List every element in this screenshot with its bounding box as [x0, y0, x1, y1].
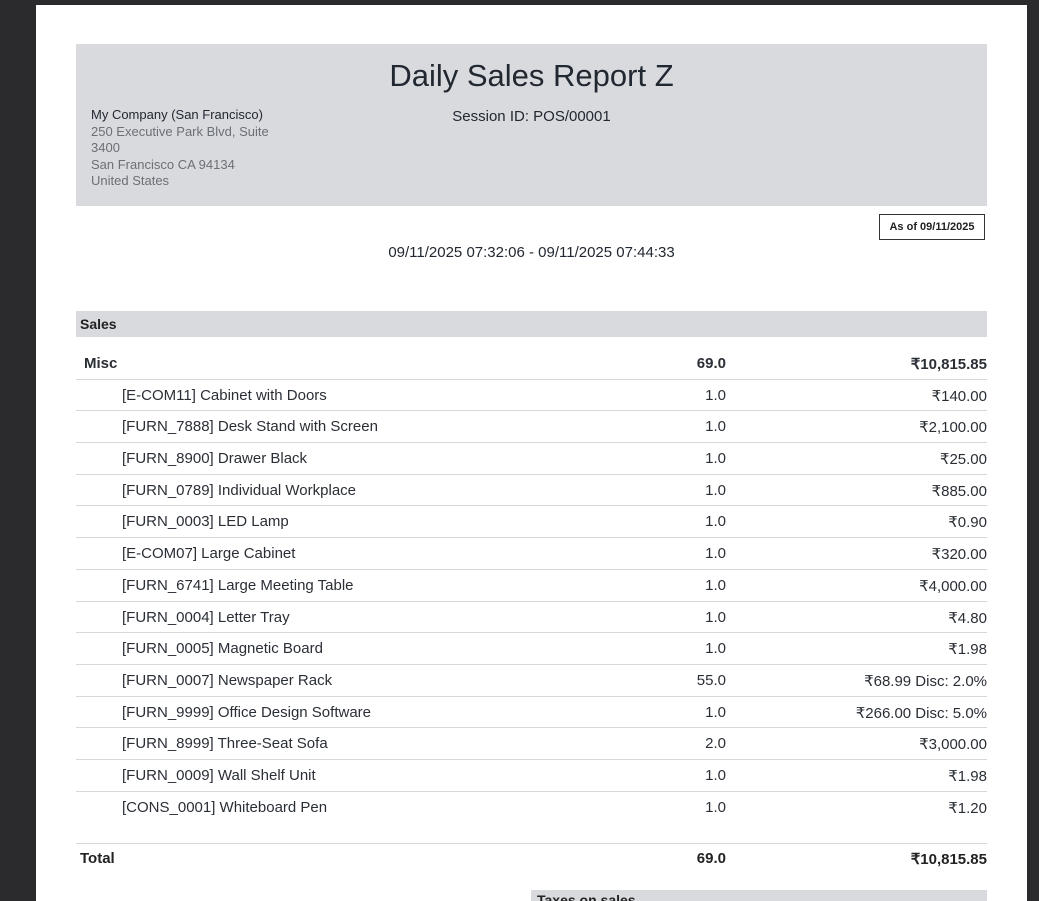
product-amount: ₹1.20 — [948, 799, 987, 817]
product-label: [FURN_0004] Letter Tray — [122, 608, 290, 626]
total-qty: 69.0 — [696, 850, 726, 867]
sales-table: Misc 69.0 ₹10,815.85 [E-COM11] Cabinet w… — [76, 348, 987, 823]
category-label: Misc — [84, 355, 118, 372]
product-qty: 1.0 — [705, 513, 726, 531]
product-amount: ₹25.00 — [939, 451, 987, 469]
product-amount: ₹4.80 — [948, 609, 987, 627]
sales-section-header: Sales — [76, 311, 987, 337]
product-label: [FURN_0003] LED Lamp — [122, 513, 289, 531]
total-row: Total 69.0 ₹10,815.85 — [76, 843, 987, 874]
product-qty: 1.0 — [705, 545, 726, 563]
product-label: [FURN_0005] Magnetic Board — [122, 640, 323, 658]
product-label: [E-COM07] Large Cabinet — [122, 545, 296, 563]
product-label: [FURN_0009] Wall Shelf Unit — [122, 766, 316, 784]
company-address-line: San Francisco CA 94134 — [91, 156, 235, 172]
table-row: [E-COM11] Cabinet with Doors 1.0 ₹140.00 — [76, 380, 987, 412]
product-amount: ₹1.98 — [948, 767, 987, 785]
product-amount: ₹2,100.00 — [919, 419, 987, 437]
category-amount: ₹10,815.85 — [910, 356, 987, 373]
table-row: [CONS_0001] Whiteboard Pen 1.0 ₹1.20 — [76, 792, 987, 824]
product-label: [FURN_7888] Desk Stand with Screen — [122, 418, 378, 436]
table-row: [FURN_6741] Large Meeting Table 1.0 ₹4,000… — [76, 570, 987, 602]
company-address-block: My Company (San Francisco) 250 Executive… — [91, 107, 281, 190]
product-label: [FURN_8900] Drawer Black — [122, 450, 308, 468]
table-row: [FURN_0004] Letter Tray 1.0 ₹4.80 — [76, 602, 987, 634]
product-label: [FURN_9999] Office Design Software — [122, 703, 372, 721]
product-amount: ₹1.98 — [948, 641, 987, 659]
product-label: [FURN_8999] Three-Seat Sofa — [122, 735, 328, 753]
table-row: [FURN_0003] LED Lamp 1.0 ₹0.90 — [76, 506, 987, 539]
taxes-section-header: Taxes on sales — [531, 890, 987, 901]
report-page: Daily Sales Report Z Session ID: POS/000… — [36, 5, 1027, 901]
product-qty: 1.0 — [705, 386, 726, 404]
product-label: [FURN_0789] Individual Workplace — [122, 481, 357, 499]
product-qty: 2.0 — [705, 735, 726, 753]
product-qty: 1.0 — [705, 766, 726, 784]
table-row: [FURN_8900] Drawer Black 1.0 ₹25.00 — [76, 443, 987, 475]
table-row: [FURN_0005] Magnetic Board 1.0 ₹1.98 — [76, 633, 987, 665]
product-qty: 1.0 — [705, 608, 726, 626]
as-of-badge: As of 09/11/2025 — [879, 214, 985, 240]
product-amount: ₹266.00 Disc: 5.0% — [855, 704, 987, 722]
table-row: [FURN_9999] Office Design Software 1.0 ₹26… — [76, 697, 987, 729]
product-qty: 1.0 — [705, 450, 726, 468]
table-row: [FURN_8999] Three-Seat Sofa 2.0 ₹3,000.00 — [76, 728, 987, 760]
product-amount: ₹320.00 — [931, 546, 987, 564]
table-row: [E-COM07] Large Cabinet 1.0 ₹320.00 — [76, 538, 987, 570]
company-country: United States — [91, 173, 170, 188]
table-row: [FURN_0789] Individual Workplace 1.0 ₹885.… — [76, 475, 987, 507]
table-row: [FURN_0009] Wall Shelf Unit 1.0 ₹1.98 — [76, 760, 987, 792]
product-amount: ₹140.00 — [931, 387, 987, 405]
product-amount: ₹68.99 Disc: 2.0% — [864, 672, 987, 690]
product-qty: 1.0 — [705, 640, 726, 658]
product-qty: 1.0 — [705, 576, 726, 594]
session-period: 09/11/2025 07:32:06 - 09/11/2025 07:44:3… — [388, 244, 675, 261]
product-label: [E-COM11] Cabinet with Doors — [122, 386, 327, 404]
session-id: Session ID: POS/00001 — [452, 108, 611, 125]
category-row: Misc 69.0 ₹10,815.85 — [76, 348, 987, 380]
product-label: [FURN_0007] Newspaper Rack — [122, 671, 333, 689]
table-row: [FURN_0007] Newspaper Rack 55.0 ₹68.99 Dis… — [76, 665, 987, 697]
company-address-line: 250 Executive Park Blvd, Suite — [91, 123, 269, 139]
page-title: Daily Sales Report Z — [389, 58, 674, 93]
company-name: My Company (San Francisco) — [91, 107, 263, 122]
report-header: Daily Sales Report Z Session ID: POS/000… — [76, 44, 987, 206]
product-amount: ₹4,000.00 — [919, 577, 987, 595]
product-label: [CONS_0001] Whiteboard Pen — [122, 798, 328, 816]
product-label: [FURN_6741] Large Meeting Table — [122, 576, 354, 594]
product-qty: 1.0 — [705, 798, 726, 816]
product-qty: 1.0 — [705, 703, 726, 721]
product-qty: 55.0 — [696, 671, 726, 689]
product-qty: 1.0 — [705, 418, 726, 436]
product-qty: 1.0 — [705, 481, 726, 499]
table-row: [FURN_7888] Desk Stand with Screen 1.0 ₹2,… — [76, 411, 987, 444]
product-amount: ₹885.00 — [931, 482, 987, 500]
category-qty: 69.0 — [696, 355, 726, 372]
total-label: Total — [80, 850, 115, 867]
product-amount: ₹0.90 — [948, 514, 987, 532]
total-amount: ₹10,815.85 — [910, 851, 987, 868]
company-address-line: 3400 — [91, 140, 120, 155]
product-amount: ₹3,000.00 — [919, 736, 987, 754]
